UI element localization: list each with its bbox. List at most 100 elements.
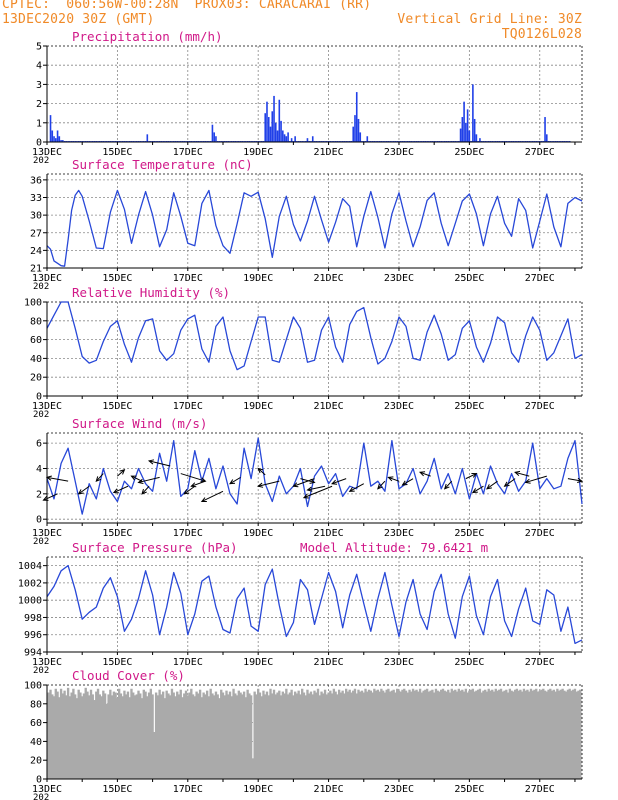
cloud-bar bbox=[184, 690, 188, 779]
wind-arrow bbox=[43, 493, 58, 501]
wind-arrow-head bbox=[443, 483, 450, 490]
cloud-bar bbox=[89, 689, 93, 779]
cloud-bar bbox=[156, 695, 160, 779]
cloud-bar bbox=[457, 688, 460, 779]
wind-arrow-head bbox=[387, 476, 394, 482]
panel-title: Cloud Cover (%) bbox=[72, 668, 185, 683]
wind-arrow-head bbox=[471, 488, 478, 494]
y-tick-label: 20 bbox=[30, 756, 42, 767]
y-tick-label: 5 bbox=[36, 42, 42, 53]
cloud-bar bbox=[72, 688, 75, 779]
cloud-bar bbox=[513, 689, 517, 779]
x-tick-label: 21DEC bbox=[314, 401, 344, 412]
cloud-bar bbox=[494, 688, 497, 779]
y-tick-label: 40 bbox=[30, 737, 42, 748]
cloud-bar bbox=[163, 698, 167, 779]
cloud-bar bbox=[232, 688, 235, 779]
cloud-bar bbox=[112, 691, 116, 779]
cloud-bar bbox=[213, 695, 216, 779]
x-tick-label: 19DEC bbox=[243, 657, 273, 668]
cloud-bar bbox=[170, 688, 174, 779]
x-tick-label: 27DEC bbox=[525, 401, 555, 412]
x-tick-label: 13DEC bbox=[32, 657, 62, 668]
cloud-bar bbox=[392, 689, 395, 779]
cloud-bar bbox=[306, 689, 309, 779]
wind-arrow-head bbox=[471, 473, 478, 478]
wind-arrow bbox=[567, 478, 583, 482]
y-tick-label: 60 bbox=[30, 335, 42, 346]
cloud-bar bbox=[452, 690, 455, 779]
cloud-bar bbox=[564, 691, 568, 779]
cloud-bar bbox=[198, 689, 202, 779]
cloud-bar bbox=[329, 690, 332, 779]
precip-bar bbox=[213, 132, 215, 142]
cloud-bar bbox=[153, 732, 156, 779]
header-station: CPTEC: 060:56W-00:28N PROX03: CARACARAI … bbox=[2, 0, 372, 12]
x-tick-label: 23DEC bbox=[384, 528, 414, 539]
cloud-bar bbox=[498, 689, 501, 779]
cloud-bar bbox=[262, 690, 265, 779]
cloud-bar bbox=[371, 692, 374, 779]
cloud-bar bbox=[322, 693, 325, 779]
cloud-bar bbox=[485, 691, 489, 779]
cloud-bar bbox=[283, 693, 286, 779]
cloud-bar bbox=[325, 694, 328, 779]
precip-bar bbox=[280, 120, 282, 142]
cloud-bar bbox=[193, 696, 197, 779]
wind-arrow-head bbox=[141, 488, 147, 495]
cloud-bar bbox=[396, 688, 399, 779]
cloud-bar bbox=[140, 698, 144, 779]
cloud-bar bbox=[216, 694, 219, 779]
y-tick-label: 3 bbox=[36, 80, 42, 91]
precip-bar bbox=[267, 117, 270, 142]
cloud-bar bbox=[142, 689, 145, 779]
cloud-bar bbox=[86, 691, 89, 779]
cloud-bar bbox=[522, 688, 526, 779]
cloud-bar bbox=[445, 691, 448, 779]
precip-bar bbox=[271, 111, 274, 142]
cloud-bar bbox=[237, 690, 241, 779]
x-tick-label: 25DEC bbox=[454, 147, 484, 158]
cloud-bar bbox=[223, 695, 226, 779]
cloud-bar bbox=[110, 695, 114, 779]
cloud-bar bbox=[517, 690, 520, 779]
cloud-bar bbox=[408, 689, 411, 779]
x-tick-label: 17DEC bbox=[173, 784, 203, 795]
y-tick-label: 27 bbox=[30, 228, 42, 239]
x-tick-label: 17DEC bbox=[173, 528, 203, 539]
cloud-bar bbox=[448, 692, 452, 779]
y-tick-label: 4 bbox=[36, 464, 42, 475]
x-year-label: 202 bbox=[33, 793, 49, 800]
wind-arrow bbox=[465, 473, 477, 480]
cloud-bar bbox=[360, 690, 364, 779]
cloud-bar bbox=[81, 696, 84, 779]
cloud-bar bbox=[528, 691, 531, 779]
cloud-bar bbox=[436, 690, 439, 779]
wind-arrow-head bbox=[577, 477, 584, 483]
cloud-bar bbox=[235, 695, 239, 779]
cloud-bar bbox=[77, 689, 80, 779]
cloud-bar bbox=[531, 690, 534, 779]
x-tick-label: 23DEC bbox=[384, 401, 414, 412]
precip-bar bbox=[211, 124, 214, 142]
cloud-bar bbox=[54, 688, 57, 779]
precip-bar bbox=[475, 134, 478, 142]
x-tick-label: 19DEC bbox=[243, 784, 273, 795]
cloud-bar bbox=[554, 691, 557, 779]
x-tick-label: 15DEC bbox=[102, 784, 132, 795]
y-tick-label: 1004 bbox=[18, 561, 42, 572]
y-tick-label: 100 bbox=[24, 298, 42, 309]
cloud-bar bbox=[526, 689, 529, 779]
cloud-bar bbox=[188, 692, 191, 779]
cloud-bar bbox=[82, 693, 86, 779]
cloud-bar bbox=[499, 688, 503, 779]
precip-bar bbox=[264, 113, 267, 142]
cloud-bar bbox=[137, 690, 140, 779]
cloud-bar bbox=[172, 692, 175, 779]
wind-arrow-head bbox=[401, 480, 408, 486]
cloud-bar bbox=[374, 690, 378, 779]
precip-bar bbox=[311, 136, 314, 142]
cloud-bar bbox=[563, 690, 566, 779]
cloud-bar bbox=[123, 690, 126, 779]
cloud-bar bbox=[276, 692, 279, 779]
